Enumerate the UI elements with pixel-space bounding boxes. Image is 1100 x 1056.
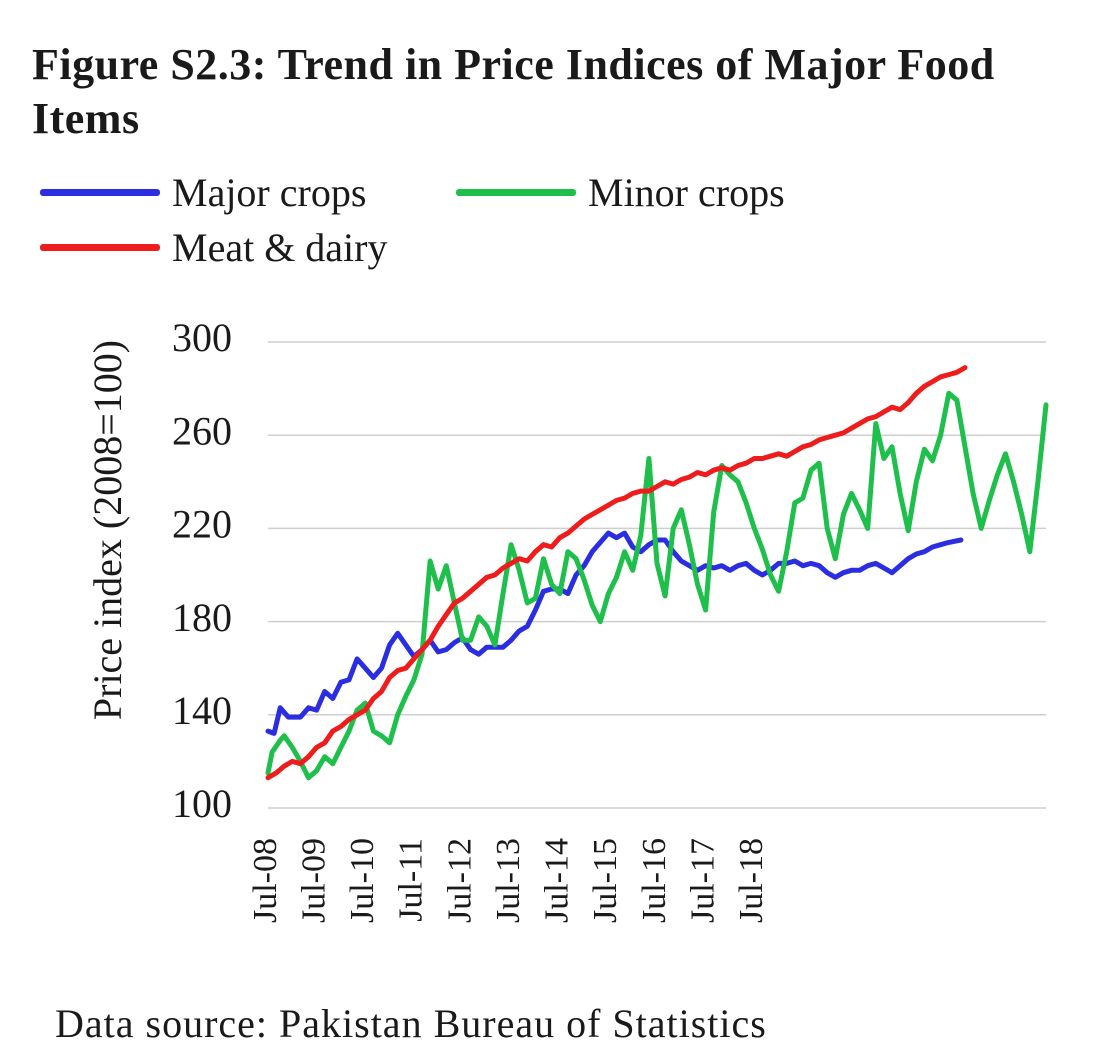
legend-item-meat-dairy: Meat & dairy xyxy=(40,224,388,270)
y-tick-label: 220 xyxy=(172,502,232,547)
series-line-meat-dairy xyxy=(265,365,968,781)
legend-item-major-crops: Major crops xyxy=(40,169,367,215)
x-tick-label: Jul-16 xyxy=(636,838,673,923)
legend-swatch-meat-dairy xyxy=(40,243,160,251)
legend-label-major-crops: Major crops xyxy=(172,169,367,215)
y-axis-ticks: 100 140 180 220 260 300 xyxy=(172,315,232,826)
legend-item-minor-crops: Minor crops xyxy=(456,169,785,215)
gridlines xyxy=(268,341,1046,809)
x-tick-label: Jul-09 xyxy=(295,838,332,923)
y-axis-label: Price index (2008=100) xyxy=(85,340,130,720)
y-tick-label: 300 xyxy=(172,315,232,360)
x-tick-label: Jul-12 xyxy=(441,838,478,923)
y-tick-label: 180 xyxy=(172,595,232,640)
y-tick-label: 260 xyxy=(172,408,232,453)
x-tick-label: Jul-13 xyxy=(490,838,527,923)
chart-title: Figure S2.3: Trend in Price Indices of M… xyxy=(32,40,995,143)
x-tick-label: Jul-17 xyxy=(684,838,721,923)
x-tick-label: Jul-11 xyxy=(393,838,430,922)
series-line-major-crops xyxy=(265,530,964,736)
data-source-note: Data source: Pakistan Bureau of Statisti… xyxy=(55,1001,767,1046)
x-tick-label: Jul-10 xyxy=(344,838,381,923)
x-tick-label: Jul-18 xyxy=(733,838,770,923)
y-tick-label: 100 xyxy=(172,781,232,826)
series-line-minor-crops xyxy=(265,390,1049,781)
legend-label-meat-dairy: Meat & dairy xyxy=(172,224,388,270)
y-tick-label: 140 xyxy=(172,688,232,733)
legend-label-minor-crops: Minor crops xyxy=(588,169,785,215)
x-tick-label: Jul-08 xyxy=(247,838,284,923)
x-tick-label: Jul-15 xyxy=(587,838,624,923)
x-axis-ticks: Jul-08 Jul-09 Jul-10 Jul-11 Jul-12 Jul-13 Jul-… xyxy=(247,838,770,923)
series-lines xyxy=(265,365,1049,781)
legend-swatch-minor-crops xyxy=(456,188,576,196)
x-tick-label: Jul-14 xyxy=(539,838,576,923)
legend-swatch-major-crops xyxy=(40,188,160,196)
